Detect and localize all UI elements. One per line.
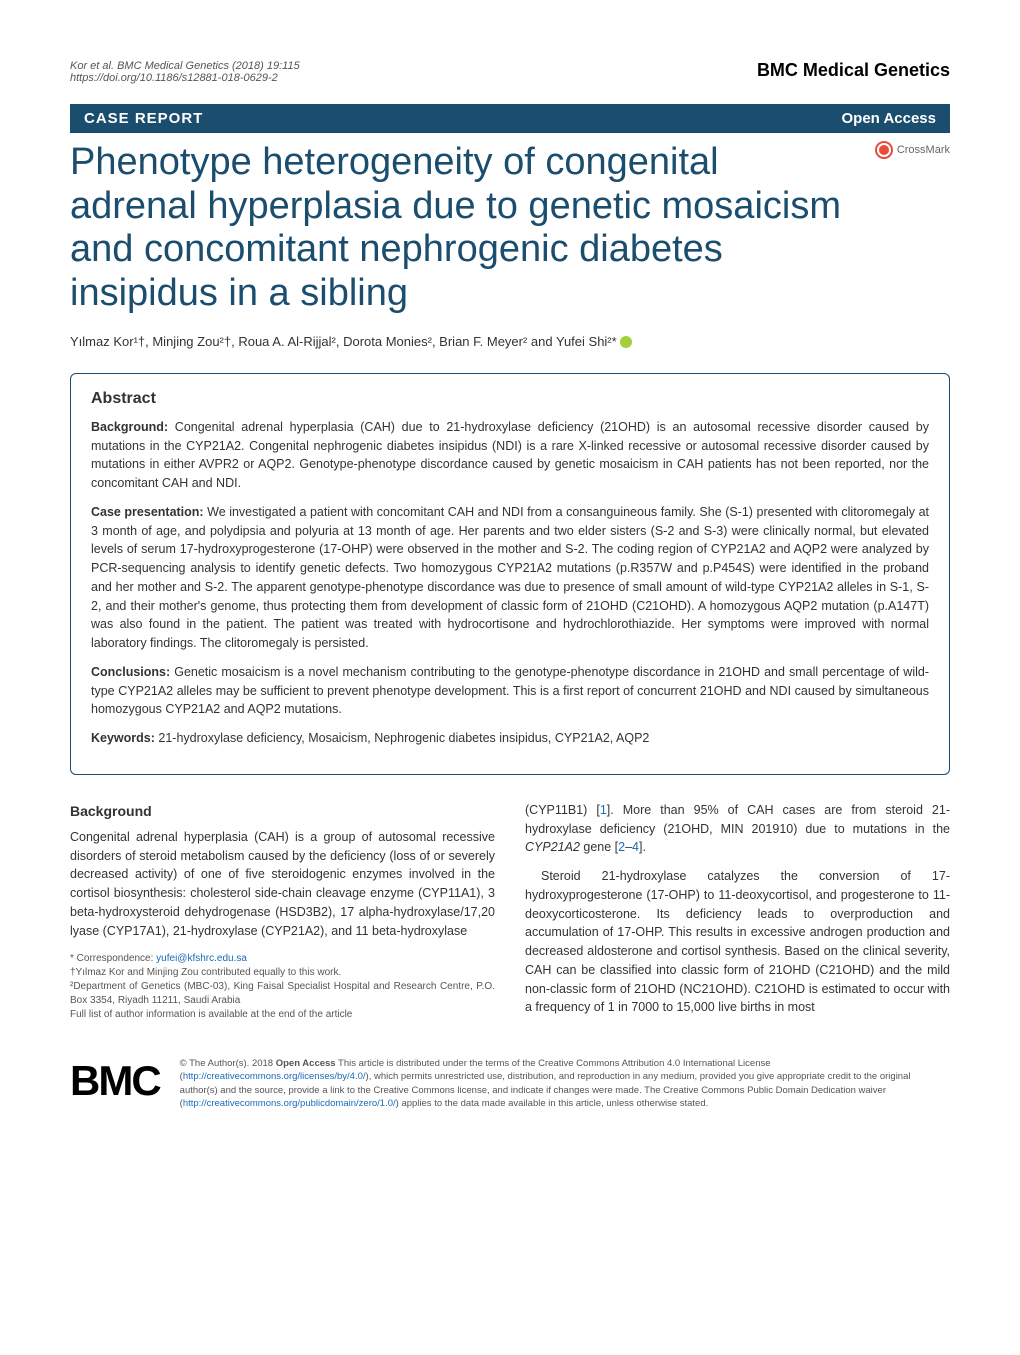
- header-meta: Kor et al. BMC Medical Genetics (2018) 1…: [70, 60, 950, 84]
- case-text: We investigated a patient with concomita…: [91, 505, 929, 650]
- crossmark-icon: [875, 141, 893, 159]
- lic-bold: Open Access: [276, 1058, 336, 1069]
- column-left: Background Congenital adrenal hyperplasi…: [70, 801, 495, 1027]
- background-text: Congenital adrenal hyperplasia (CAH) due…: [91, 420, 929, 490]
- p2-c: gene [: [580, 840, 618, 854]
- corr-line3: ²Department of Genetics (MBC-03), King F…: [70, 980, 495, 1008]
- corr-email[interactable]: yufei@kfshrc.edu.sa: [156, 953, 247, 964]
- corr-line1: * Correspondence: yufei@kfshrc.edu.sa: [70, 952, 495, 966]
- body-columns: Background Congenital adrenal hyperplasi…: [70, 801, 950, 1027]
- column-right: (CYP11B1) [1]. More than 95% of CAH case…: [525, 801, 950, 1027]
- abstract-conclusions: Conclusions: Genetic mosaicism is a nove…: [91, 663, 929, 719]
- open-access-label: Open Access: [842, 110, 937, 127]
- license-link-2[interactable]: http://creativecommons.org/publicdomain/…: [183, 1098, 396, 1109]
- abstract-background: Background: Congenital adrenal hyperplas…: [91, 418, 929, 493]
- ref-4[interactable]: 4: [632, 840, 639, 854]
- article-title: Phenotype heterogeneity of congenital ad…: [70, 141, 875, 316]
- article-type-label: CASE REPORT: [84, 110, 203, 127]
- corr-line4: Full list of author information is avail…: [70, 1008, 495, 1022]
- correspondence-block: * Correspondence: yufei@kfshrc.edu.sa †Y…: [70, 952, 495, 1022]
- meta-left: Kor et al. BMC Medical Genetics (2018) 1…: [70, 60, 300, 84]
- body-p3: Steroid 21-hydroxylase catalyzes the con…: [525, 867, 950, 1017]
- bmc-logo-text: BMC: [70, 1057, 160, 1104]
- authors-text: Yılmaz Kor¹†, Minjing Zou²†, Roua A. Al-…: [70, 334, 617, 349]
- keywords-label: Keywords:: [91, 731, 155, 745]
- license-text: © The Author(s). 2018 Open Access This a…: [180, 1057, 950, 1110]
- abstract-heading: Abstract: [91, 390, 929, 408]
- ref-dash: –: [625, 840, 632, 854]
- p2-a: (CYP11B1) [: [525, 803, 600, 817]
- lic-a: © The Author(s). 2018: [180, 1058, 276, 1069]
- license-link-1[interactable]: http://creativecommons.org/licenses/by/4…: [183, 1071, 366, 1082]
- bmc-logo: BMC: [70, 1057, 160, 1105]
- abstract-keywords: Keywords: 21-hydroxylase deficiency, Mos…: [91, 729, 929, 748]
- corr-prefix: * Correspondence:: [70, 953, 156, 964]
- background-heading: Background: [70, 801, 495, 822]
- orcid-icon[interactable]: [620, 336, 632, 348]
- citation: Kor et al. BMC Medical Genetics (2018) 1…: [70, 60, 300, 72]
- conclusions-text: Genetic mosaicism is a novel mechanism c…: [91, 665, 929, 717]
- background-label: Background:: [91, 420, 168, 434]
- case-label: Case presentation:: [91, 505, 204, 519]
- corr-line2: †Yılmaz Kor and Minjing Zou contributed …: [70, 966, 495, 980]
- footer: BMC © The Author(s). 2018 Open Access Th…: [70, 1057, 950, 1110]
- abstract-case: Case presentation: We investigated a pat…: [91, 503, 929, 653]
- crossmark-badge[interactable]: CrossMark: [875, 141, 950, 159]
- ref-1[interactable]: 1: [600, 803, 607, 817]
- authors-list: Yılmaz Kor¹†, Minjing Zou²†, Roua A. Al-…: [70, 334, 950, 349]
- p2-d: ].: [639, 840, 646, 854]
- body-p2: (CYP11B1) [1]. More than 95% of CAH case…: [525, 801, 950, 857]
- keywords-text: 21-hydroxylase deficiency, Mosaicism, Ne…: [155, 731, 649, 745]
- page-container: Kor et al. BMC Medical Genetics (2018) 1…: [0, 0, 1020, 1150]
- crossmark-text: CrossMark: [897, 144, 950, 156]
- lic-d: ) applies to the data made available in …: [396, 1098, 709, 1109]
- gene-cyp21a2: CYP21A2: [525, 840, 580, 854]
- conclusions-label: Conclusions:: [91, 665, 170, 679]
- title-row: Phenotype heterogeneity of congenital ad…: [70, 141, 950, 334]
- body-p1: Congenital adrenal hyperplasia (CAH) is …: [70, 828, 495, 941]
- doi: https://doi.org/10.1186/s12881-018-0629-…: [70, 72, 300, 84]
- article-type-bar: CASE REPORT Open Access: [70, 104, 950, 133]
- p3-text: Steroid 21-hydroxylase catalyzes the con…: [525, 869, 950, 1014]
- journal-name: BMC Medical Genetics: [757, 60, 950, 81]
- abstract-box: Abstract Background: Congenital adrenal …: [70, 373, 950, 775]
